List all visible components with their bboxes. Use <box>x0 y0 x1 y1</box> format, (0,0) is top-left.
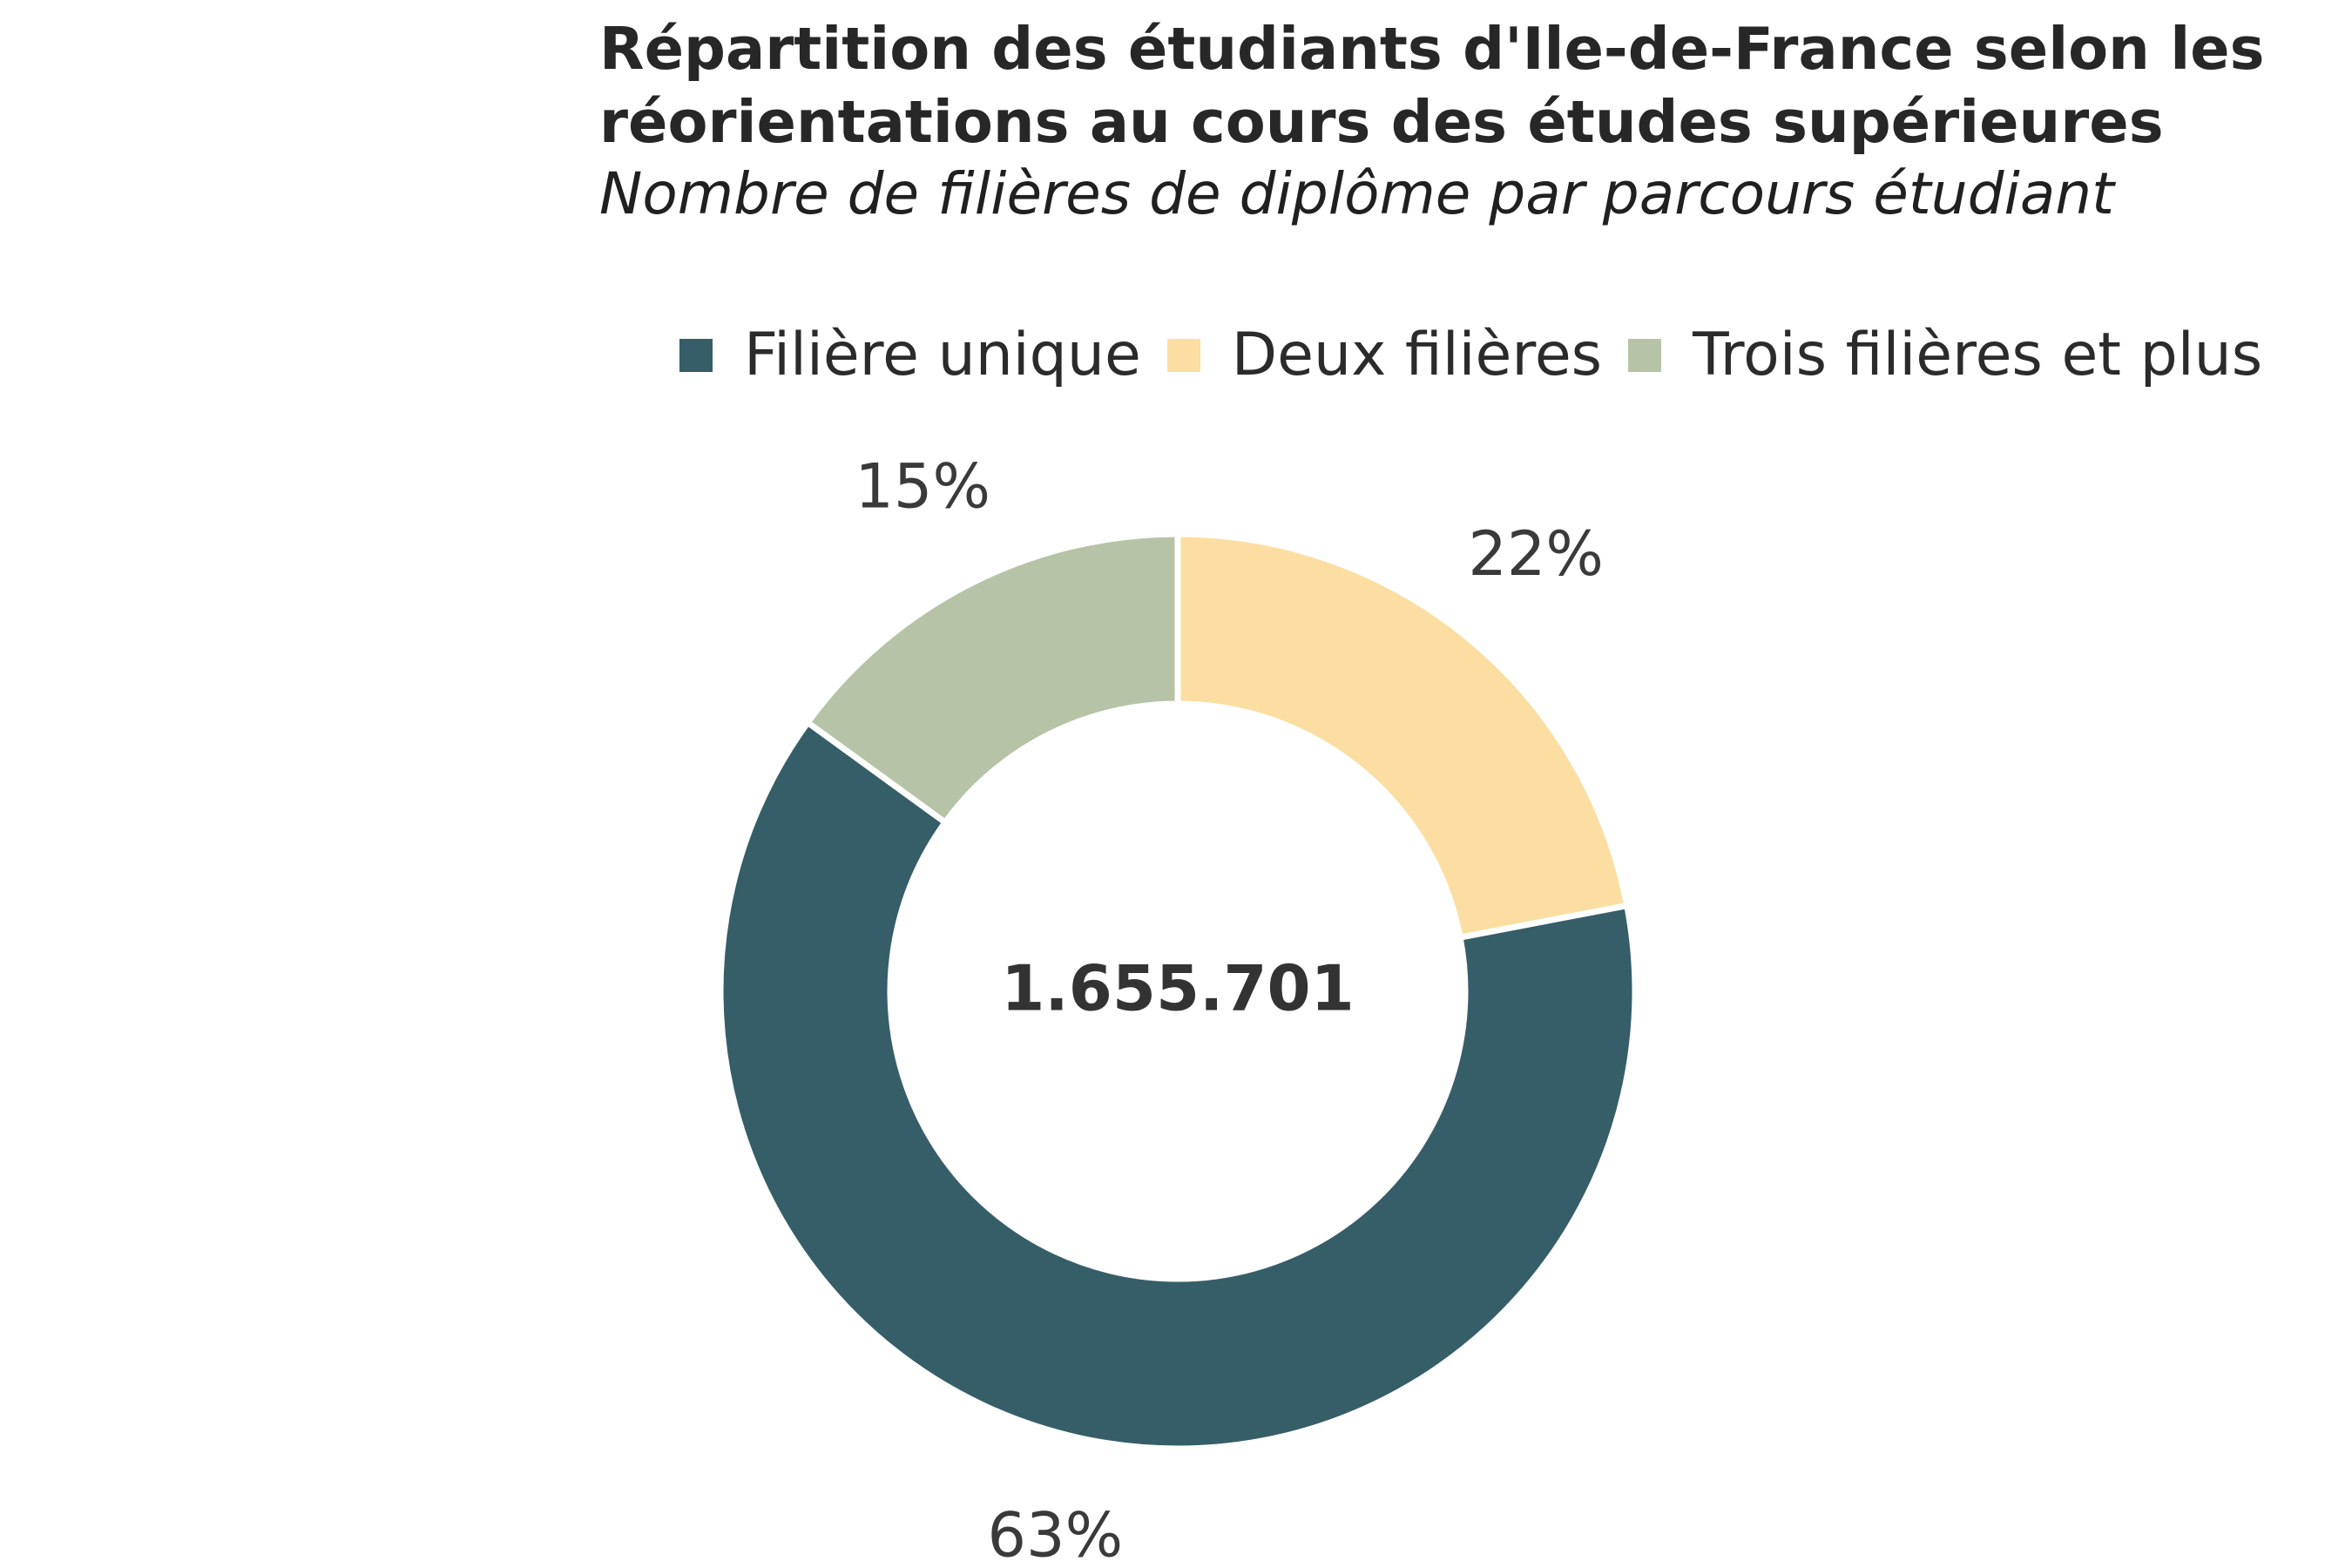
legend-item-trois-filieres[interactable]: Trois filières et plus <box>1628 321 2262 389</box>
slice-label-trois-filieres-et-plus: 15% <box>855 450 990 522</box>
legend-item-deux-filieres[interactable]: Deux filières <box>1166 321 1603 389</box>
legend-swatch-trois-filieres <box>1628 338 1662 372</box>
legend-label-deux-filieres: Deux filières <box>1231 321 1603 389</box>
legend-swatch-filiere-unique <box>679 338 713 372</box>
donut-slices <box>717 531 1639 1452</box>
chart-title-line-1: Répartition des étudiants d'Ile-de-Franc… <box>599 15 2265 83</box>
legend-label-filiere-unique: Filière unique <box>744 321 1141 389</box>
legend-label-trois-filieres: Trois filières et plus <box>1693 321 2263 389</box>
legend-item-filiere-unique[interactable]: Filière unique <box>679 321 1141 389</box>
slice-filiere-unique[interactable] <box>717 718 1639 1452</box>
slice-label-deux-filieres: 22% <box>1468 518 1604 590</box>
slice-trois-filieres-et-plus[interactable] <box>803 531 1181 827</box>
chart-header: Répartition des étudiants d'Ile-de-Franc… <box>599 12 2342 230</box>
legend-swatch-deux-filieres <box>1166 338 1200 372</box>
chart-title-line-2: réorientations au cours des études supér… <box>599 88 2164 156</box>
slice-labels: 22% 63% 15% <box>855 450 1604 1568</box>
slice-deux-filieres[interactable] <box>1174 531 1631 942</box>
chart-subtitle: Nombre de filières de diplôme par parcou… <box>599 160 2114 227</box>
slice-label-filiere-unique: 63% <box>988 1499 1124 1568</box>
center-total: 1.655.701 <box>1001 952 1354 1025</box>
chart-legend: Filière unique Deux filières Trois filiè… <box>679 321 2288 389</box>
